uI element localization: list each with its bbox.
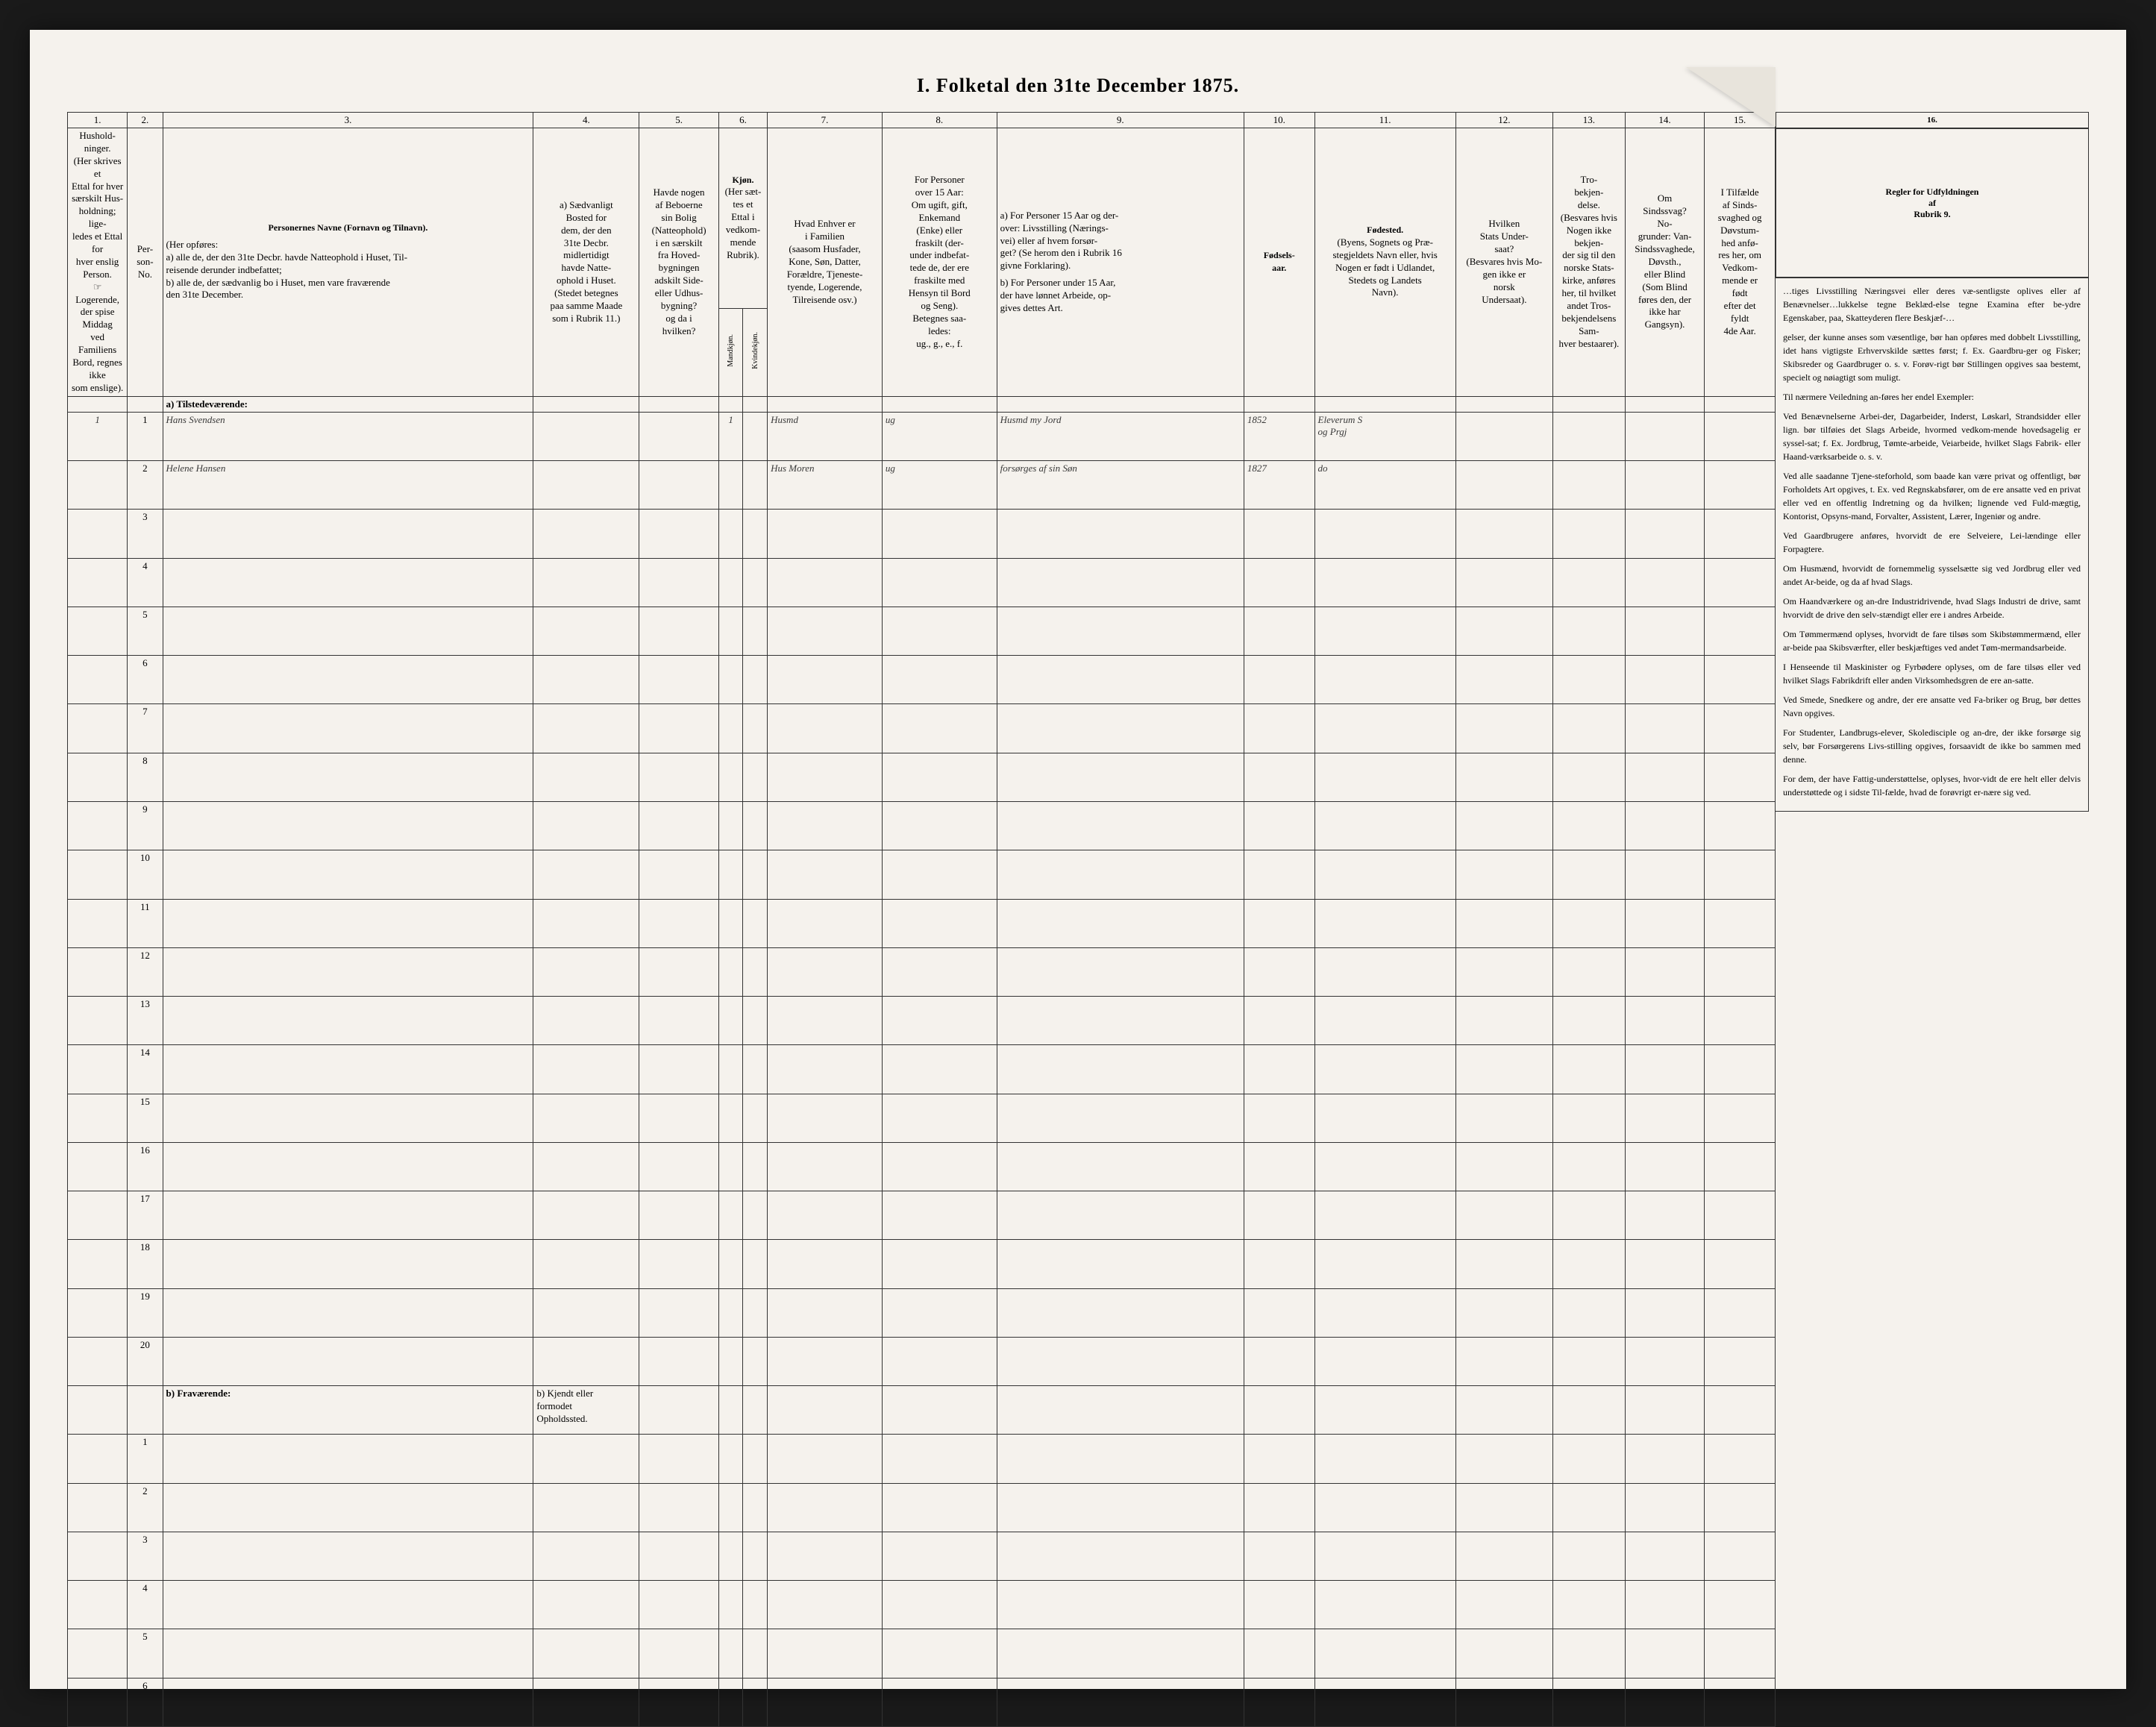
hdr-6b: Kvindekjøn. [743, 308, 768, 396]
colnum-6: 6. [718, 113, 767, 128]
rules-paragraph: Ved Benævnelserne Arbei-der, Dagarbeider… [1783, 410, 2081, 463]
section-b-label: b) Fraværende: [163, 1386, 533, 1435]
rules-paragraph: …tiges Livsstilling Næringsvei eller der… [1783, 284, 2081, 325]
hdr-4: a) Sædvanligt Bosted for dem, der den 31… [533, 128, 639, 397]
table-row: 12 [68, 947, 1776, 996]
rules-paragraph: Til nærmere Veiledning an-føres her ende… [1783, 390, 2081, 404]
table-row: 13 [68, 997, 1776, 1045]
rules-paragraph: Ved Smede, Snedkere og andre, der ere an… [1783, 693, 2081, 720]
hdr-6a: Mandkjøn. [718, 308, 743, 396]
colnum-1: 1. [68, 113, 128, 128]
section-b-col4: b) Kjendt eller formodet Opholdssted. [533, 1386, 639, 1435]
table-row: 20 [68, 1338, 1776, 1386]
colnum-12: 12. [1455, 113, 1552, 128]
table-row: 16 [68, 1142, 1776, 1191]
table-row: 7 [68, 704, 1776, 753]
table-row: 11 [68, 899, 1776, 947]
table-row: 6 [68, 1678, 1776, 1726]
hdr-8: For Personer over 15 Aar: Om ugift, gift… [882, 128, 997, 397]
hdr-9: a) For Personer 15 Aar og der- over: Liv… [997, 128, 1244, 397]
rules-text: …tiges Livsstilling Næringsvei eller der… [1776, 278, 2089, 812]
hdr-5: Havde nogen af Beboerne sin Bolig (Natte… [639, 128, 718, 397]
form-title: I. Folketal den 31te December 1875. [67, 75, 2089, 97]
rules-paragraph: For dem, der have Fattig-understøttelse,… [1783, 772, 2081, 799]
table-row: 1 [68, 1435, 1776, 1483]
rules-paragraph: Ved alle saadanne Tjene-steforhold, som … [1783, 469, 2081, 523]
colnum-5: 5. [639, 113, 718, 128]
colnum-11: 11. [1314, 113, 1455, 128]
colnum-4: 4. [533, 113, 639, 128]
rules-paragraph: Om Haandværkere og an-dre Industridriven… [1783, 595, 2081, 621]
census-table: 1. 2. 3. 4. 5. 6. 7. 8. 9. 10. 11. 12. 1… [67, 112, 1776, 1727]
section-b-row: b) Fraværende: b) Kjendt eller formodet … [68, 1386, 1776, 1435]
hdr-14: Om Sindssvag? No- grunder: Van- Sindssva… [1625, 128, 1704, 397]
hdr-2: Per- son- No. [128, 128, 163, 397]
table-row: 17 [68, 1191, 1776, 1240]
table-row: 10 [68, 850, 1776, 899]
colnum-13: 13. [1552, 113, 1625, 128]
hdr-11: Fødested. (Byens, Sognets og Præ- stegje… [1314, 128, 1455, 397]
table-row: 18 [68, 1240, 1776, 1288]
header-row: Hushold- ninger. (Her skrives et Ettal f… [68, 128, 1776, 309]
rules-paragraph: Om Husmænd, hvorvidt de fornemmelig syss… [1783, 562, 2081, 589]
table-row: 5 [68, 607, 1776, 655]
table-row: 1 1 Hans Svendsen 1 Husmd ug Husmd my Jo… [68, 412, 1776, 460]
blank-rows-b-body: 123456 [68, 1435, 1776, 1727]
colnum-7: 7. [768, 113, 883, 128]
side-column: 16. Regler for Udfyldningen af Rubrik 9.… [1776, 112, 2089, 1622]
colnum-9: 9. [997, 113, 1244, 128]
hdr-3: Personernes Navne (Fornavn og Tilnavn). … [163, 128, 533, 397]
rules-paragraph: Ved Gaardbrugere anføres, hvorvidt de er… [1783, 529, 2081, 556]
table-row: 3 [68, 510, 1776, 558]
table-row: 14 [68, 1045, 1776, 1094]
table-row: 3 [68, 1532, 1776, 1580]
hdr-1: Hushold- ninger. (Her skrives et Ettal f… [68, 128, 128, 397]
table-row: 5 [68, 1629, 1776, 1678]
table-row: 15 [68, 1094, 1776, 1142]
table-row: 8 [68, 753, 1776, 801]
census-form-page: I. Folketal den 31te December 1875. 1. 2… [30, 30, 2126, 1689]
blank-rows-a-body: 34567891011121314151617181920 [68, 510, 1776, 1386]
data-rows-body: 1 1 Hans Svendsen 1 Husmd ug Husmd my Jo… [68, 412, 1776, 510]
colnum-10: 10. [1244, 113, 1314, 128]
page-fold [1686, 67, 1776, 127]
table-row: 2 [68, 1483, 1776, 1532]
rules-paragraph: For Studenter, Landbrugs-elever, Skoledi… [1783, 726, 2081, 766]
rules-paragraph: Om Tømmermænd oplyses, hvorvidt de fare … [1783, 627, 2081, 654]
colnum-3: 3. [163, 113, 533, 128]
hdr-13: Tro- bekjen- delse. (Besvares hvis Nogen… [1552, 128, 1625, 397]
colnum-16: 16. [1776, 112, 2089, 128]
hdr-12: Hvilken Stats Under- saat? (Besvares hvi… [1455, 128, 1552, 397]
hdr-6: Kjøn. (Her sæt- tes et Ettal i vedkom- m… [718, 128, 767, 309]
hdr-10: Fødsels- aar. [1244, 128, 1314, 397]
section-a-label: a) Tilstedeværende: [163, 396, 533, 412]
hdr-7: Hvad Enhver er i Familien (saasom Husfad… [768, 128, 883, 397]
table-row: 6 [68, 656, 1776, 704]
table-row: 9 [68, 801, 1776, 850]
colnum-2: 2. [128, 113, 163, 128]
hdr-16: Regler for Udfyldningen af Rubrik 9. [1776, 128, 2089, 278]
table-row: 4 [68, 1581, 1776, 1629]
content-area: 1. 2. 3. 4. 5. 6. 7. 8. 9. 10. 11. 12. 1… [67, 112, 2089, 1622]
table-row: 2 Helene Hansen Hus Moren ug forsørges a… [68, 460, 1776, 509]
hdr-15: I Tilfælde af Sinds- svaghed og Døvstum-… [1705, 128, 1776, 397]
table-row: 19 [68, 1288, 1776, 1337]
table-row: 4 [68, 558, 1776, 607]
rules-paragraph: I Henseende til Maskinister og Fyrbødere… [1783, 660, 2081, 687]
col-number-row: 1. 2. 3. 4. 5. 6. 7. 8. 9. 10. 11. 12. 1… [68, 113, 1776, 128]
rules-paragraph: gelser, der kunne anses som væsentlige, … [1783, 330, 2081, 384]
section-a-row: a) Tilstedeværende: [68, 396, 1776, 412]
colnum-8: 8. [882, 113, 997, 128]
